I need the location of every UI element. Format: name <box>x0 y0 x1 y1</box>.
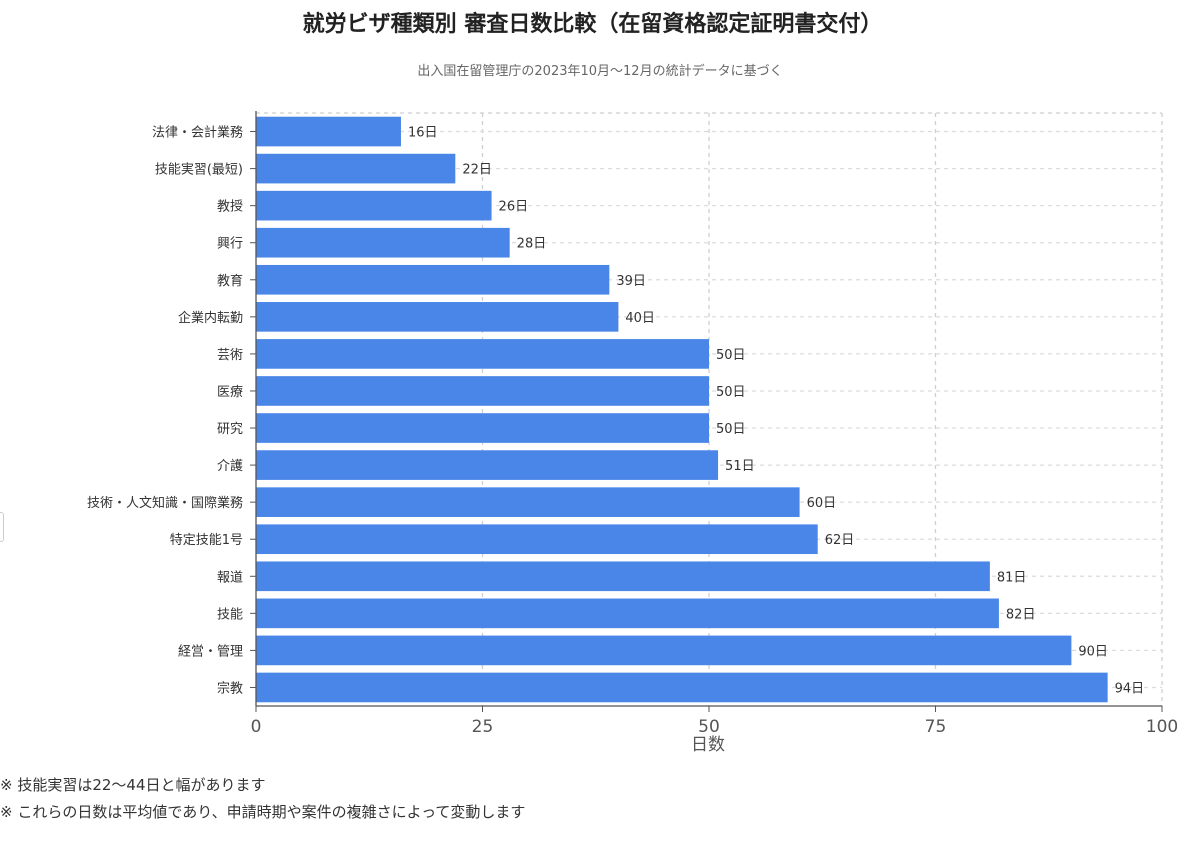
y-tick-label: 介護 <box>217 458 243 474</box>
chart-subtitle: 出入国在留管理庁の2023年10月〜12月の統計データに基づく <box>417 64 783 79</box>
bar <box>256 561 990 592</box>
bar <box>256 153 456 184</box>
x-tick-label: 100 <box>1146 717 1178 737</box>
data-label: 51日 <box>725 459 755 474</box>
side-handle[interactable] <box>0 512 4 542</box>
y-tick-label: 教授 <box>217 199 243 215</box>
y-tick-label: 経営・管理 <box>178 644 243 659</box>
x-tick-label: 50 <box>698 717 720 737</box>
x-tick-label: 0 <box>251 717 262 737</box>
bar <box>256 339 709 369</box>
footnote: ※ 技能実習は22〜44日と幅があります <box>0 776 266 794</box>
data-label: 82日 <box>1006 607 1036 622</box>
bar <box>256 450 719 480</box>
y-tick-label: 技能実習(最短) <box>155 162 243 178</box>
bar <box>256 190 492 221</box>
y-tick-label: 特定技能1号 <box>170 533 243 548</box>
bar-chart: 16日 22日 26日 28日 39日 40日 50日 50日 50日 51日 60日 62日 81日 8… <box>87 111 1178 755</box>
bar <box>256 635 1072 666</box>
footnotes: ※ 技能実習は22〜44日と幅があります ※ これらの日数は平均値であり、申請時… <box>0 772 525 826</box>
x-axis-label: 日数 <box>691 735 725 755</box>
data-label: 81日 <box>997 570 1027 585</box>
y-tick-label: 興行 <box>217 237 243 252</box>
data-label: 16日 <box>408 126 438 141</box>
chart-title: 就労ビザ種類別 審査日数比較（在留資格認定証明書交付） <box>302 12 883 37</box>
bar <box>256 598 999 629</box>
data-label: 94日 <box>1115 681 1145 696</box>
data-label: 28日 <box>517 237 547 252</box>
y-tick-label: 企業内転勤 <box>178 310 243 326</box>
bars-group: 16日 22日 26日 28日 39日 40日 50日 50日 50日 51日 60日 62日 81日 8… <box>256 116 1145 703</box>
y-tick-label: 報道 <box>217 570 243 585</box>
bar <box>256 487 800 517</box>
x-tick-label: 75 <box>925 717 947 737</box>
bar <box>256 413 709 443</box>
data-label: 22日 <box>462 163 492 178</box>
x-tick-label: 25 <box>472 717 494 737</box>
data-label: 50日 <box>716 422 746 437</box>
data-label: 60日 <box>807 496 837 511</box>
y-tick-label: 技能 <box>217 607 243 622</box>
bar <box>256 116 401 147</box>
y-tick-label: 技術・人文知識・国際業務 <box>87 495 243 511</box>
y-tick-label: 芸術 <box>217 347 243 363</box>
footnote: ※ これらの日数は平均値であり、申請時期や案件の複雑さによって変動します <box>0 803 526 821</box>
data-label: 40日 <box>625 311 655 326</box>
bar <box>256 227 510 258</box>
bar <box>256 524 818 555</box>
data-label: 39日 <box>616 274 646 289</box>
data-label: 50日 <box>716 385 746 400</box>
data-label: 62日 <box>825 533 855 548</box>
data-label: 26日 <box>499 200 529 215</box>
bar <box>256 302 619 332</box>
y-tick-label: 研究 <box>217 422 243 437</box>
y-tick-label: 教育 <box>217 273 243 289</box>
data-label: 90日 <box>1078 644 1108 659</box>
y-tick-label: 法律・会計業務 <box>152 125 243 141</box>
data-label: 50日 <box>716 348 746 363</box>
bar <box>256 264 610 295</box>
y-tick-label: 医療 <box>217 385 243 400</box>
bar <box>256 376 709 406</box>
bar <box>256 672 1108 703</box>
y-tick-label: 宗教 <box>217 680 243 696</box>
